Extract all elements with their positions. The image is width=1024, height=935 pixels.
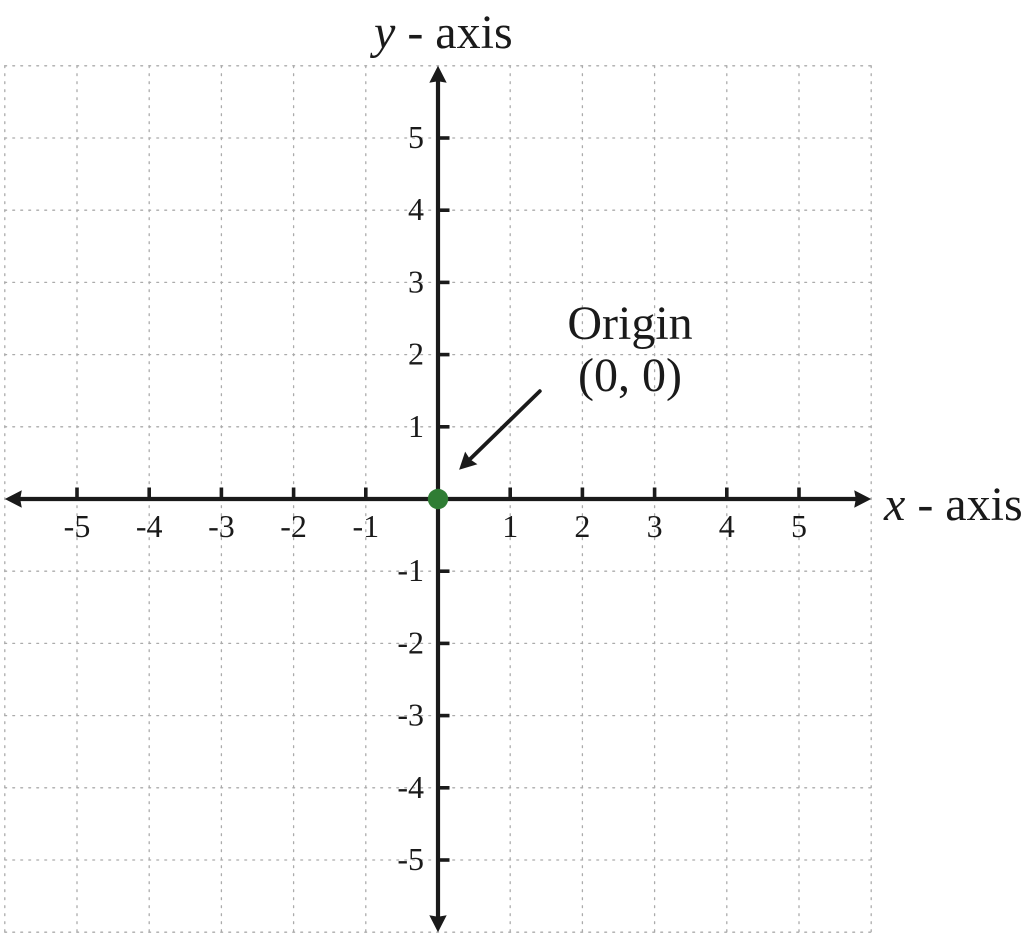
svg-text:5: 5 — [791, 508, 807, 544]
svg-text:1: 1 — [408, 408, 424, 444]
svg-text:-3: -3 — [397, 697, 424, 733]
svg-text:1: 1 — [502, 508, 518, 544]
svg-text:4: 4 — [408, 191, 424, 227]
svg-text:5: 5 — [408, 119, 424, 155]
svg-text:-5: -5 — [397, 841, 424, 877]
svg-text:4: 4 — [719, 508, 735, 544]
svg-text:3: 3 — [408, 263, 424, 299]
svg-text:-2: -2 — [280, 508, 307, 544]
svg-text:-5: -5 — [64, 508, 91, 544]
svg-text:-1: -1 — [352, 508, 379, 544]
svg-text:-2: -2 — [397, 624, 424, 660]
svg-text:2: 2 — [408, 336, 424, 372]
svg-text:3: 3 — [647, 508, 663, 544]
svg-text:2: 2 — [574, 508, 590, 544]
svg-text:-4: -4 — [397, 769, 424, 805]
svg-text:-1: -1 — [397, 552, 424, 588]
svg-text:-3: -3 — [208, 508, 235, 544]
svg-text:-4: -4 — [136, 508, 163, 544]
